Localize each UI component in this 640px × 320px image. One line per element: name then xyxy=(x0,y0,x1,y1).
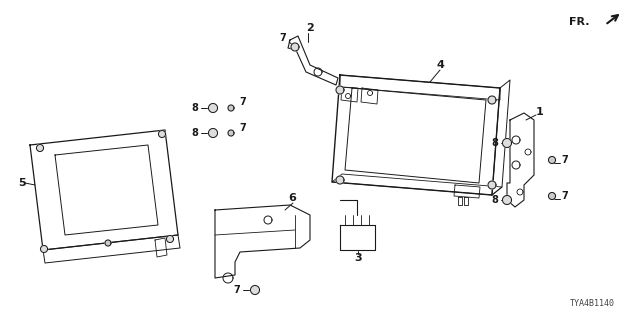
Polygon shape xyxy=(209,129,218,138)
Text: 7: 7 xyxy=(562,191,568,201)
Polygon shape xyxy=(250,285,259,294)
Text: 8: 8 xyxy=(191,128,198,138)
Polygon shape xyxy=(228,105,234,111)
Polygon shape xyxy=(166,236,173,243)
Text: 7: 7 xyxy=(239,97,246,107)
Polygon shape xyxy=(488,181,496,189)
Polygon shape xyxy=(36,145,44,151)
Text: 1: 1 xyxy=(536,107,544,117)
Text: 7: 7 xyxy=(239,123,246,133)
Text: 4: 4 xyxy=(436,60,444,70)
Polygon shape xyxy=(488,96,496,104)
Polygon shape xyxy=(502,139,511,148)
Text: 6: 6 xyxy=(288,193,296,203)
Text: 7: 7 xyxy=(280,33,286,43)
Polygon shape xyxy=(502,196,511,204)
Text: TYA4B1140: TYA4B1140 xyxy=(570,299,615,308)
Polygon shape xyxy=(336,176,344,184)
Text: 7: 7 xyxy=(562,155,568,165)
Polygon shape xyxy=(548,156,556,164)
Text: 7: 7 xyxy=(233,285,240,295)
Polygon shape xyxy=(209,103,218,113)
Text: 2: 2 xyxy=(306,23,314,33)
Text: 8: 8 xyxy=(191,103,198,113)
Polygon shape xyxy=(159,131,166,138)
Polygon shape xyxy=(291,43,299,51)
Polygon shape xyxy=(228,130,234,136)
Text: 8: 8 xyxy=(491,138,498,148)
Text: 5: 5 xyxy=(18,178,26,188)
Polygon shape xyxy=(548,193,556,199)
Text: FR.: FR. xyxy=(570,17,590,27)
Text: 8: 8 xyxy=(491,195,498,205)
Polygon shape xyxy=(40,245,47,252)
Text: 3: 3 xyxy=(354,253,362,263)
Polygon shape xyxy=(336,86,344,94)
Polygon shape xyxy=(105,240,111,246)
